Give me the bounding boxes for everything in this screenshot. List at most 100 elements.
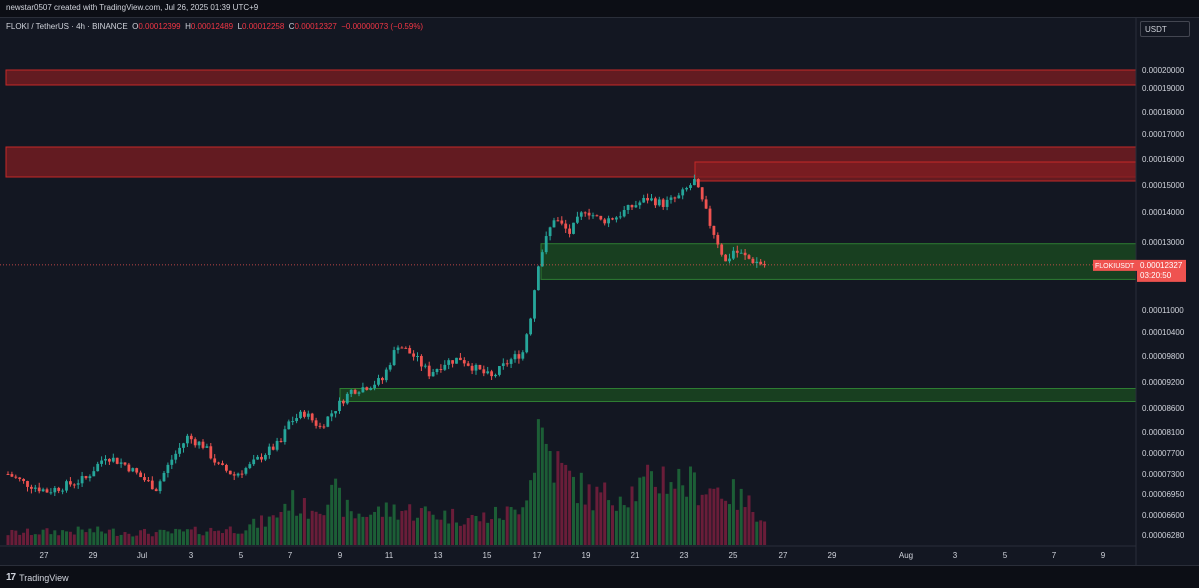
volume-bar — [377, 506, 380, 545]
candle-body — [521, 352, 525, 359]
volume-bar — [84, 532, 88, 545]
candle-body — [587, 212, 591, 216]
volume-bar — [455, 522, 458, 545]
candle-body — [583, 212, 587, 214]
volume-bar — [263, 526, 267, 545]
candle-body — [6, 474, 10, 475]
y-tick-label: 0.00017000 — [1142, 130, 1185, 139]
candle-body — [618, 216, 622, 218]
volume-bar — [345, 499, 349, 545]
candle-body — [295, 418, 298, 422]
open-label: O — [132, 22, 139, 31]
volume-bar — [579, 472, 583, 545]
candle-body — [228, 470, 232, 475]
volume-bar — [232, 533, 236, 545]
candle-body — [735, 250, 739, 253]
volume-bar — [174, 528, 178, 545]
candle-body — [365, 387, 369, 390]
candle-body — [345, 393, 349, 404]
currency-button[interactable]: USDT — [1140, 21, 1190, 37]
volume-bar — [22, 532, 26, 545]
candle-body — [178, 447, 181, 454]
candle-body — [517, 354, 521, 359]
candle-body — [326, 416, 330, 427]
candle-body — [283, 429, 287, 442]
volume-bar — [728, 504, 731, 545]
y-tick-label: 0.00014000 — [1142, 208, 1185, 217]
candle-body — [482, 369, 486, 374]
volume-bar — [295, 515, 299, 545]
candle-body — [447, 360, 451, 365]
volume-bar — [599, 492, 603, 545]
volume-bar — [692, 472, 696, 545]
volume-bar — [634, 501, 638, 545]
candle-body — [494, 374, 497, 377]
candle-body — [287, 421, 291, 430]
volume-bar — [104, 533, 107, 545]
volume-bar — [419, 508, 423, 545]
candle-body — [30, 486, 33, 489]
high-label: H — [185, 22, 191, 31]
volume-bar — [743, 507, 747, 545]
candle-body — [459, 357, 462, 361]
volume-bar — [533, 472, 536, 545]
volume-bar — [162, 529, 166, 545]
volume-bar — [185, 529, 189, 545]
x-tick-label: 29 — [828, 551, 837, 560]
volume-bar — [41, 529, 45, 545]
volume-bar — [166, 531, 170, 545]
candle-body — [611, 218, 614, 220]
candle-body — [572, 222, 575, 234]
x-tick-label: 27 — [40, 551, 49, 560]
candle-body — [45, 489, 49, 493]
brand-label: TradingView — [19, 572, 69, 583]
y-tick-label: 0.00008100 — [1142, 428, 1185, 437]
candle-body — [513, 354, 517, 360]
candle-body — [728, 258, 731, 262]
candle-body — [435, 369, 439, 373]
candle-body — [248, 464, 252, 469]
x-tick-label: 25 — [729, 551, 738, 560]
candle-body — [603, 219, 607, 224]
candle-body — [123, 462, 127, 465]
y-tick-label: 0.00008600 — [1142, 404, 1185, 413]
volume-bar — [548, 451, 552, 545]
volume-bar — [29, 535, 33, 545]
volume-bar — [373, 511, 377, 545]
y-tick-label: 0.00006600 — [1142, 511, 1185, 520]
volume-bar — [287, 510, 291, 545]
volume-bar — [10, 529, 14, 545]
volume-bar — [49, 534, 53, 545]
candle-body — [747, 255, 751, 259]
volume-bar — [458, 525, 462, 545]
volume-bar — [256, 527, 260, 545]
candle-body — [657, 199, 661, 206]
candle-body — [256, 456, 259, 460]
volume-bar — [154, 532, 158, 545]
volume-bar — [197, 534, 201, 545]
candle-body — [65, 481, 68, 491]
candle-body — [373, 384, 376, 389]
candle-body — [423, 365, 427, 367]
volume-bar — [45, 528, 49, 545]
volume-bar — [536, 419, 540, 545]
candle-body — [252, 459, 256, 465]
candle-body — [135, 468, 139, 473]
y-tick-label: 0.00011000 — [1142, 306, 1184, 315]
candle-body — [431, 372, 435, 377]
volume-bar — [123, 532, 127, 545]
price-axis-background — [1136, 17, 1199, 565]
y-tick-label: 0.00010400 — [1142, 328, 1185, 337]
volume-bar — [735, 509, 739, 545]
candle-body — [205, 446, 209, 448]
candle-body — [638, 202, 642, 206]
volume-bar — [396, 519, 400, 545]
candle-body — [708, 208, 712, 226]
volume-bar — [33, 534, 37, 545]
volume-bar — [650, 471, 653, 545]
volume-bar — [704, 494, 708, 545]
candle-body — [349, 389, 353, 394]
candle-body — [330, 413, 334, 417]
candle-body — [22, 479, 25, 482]
